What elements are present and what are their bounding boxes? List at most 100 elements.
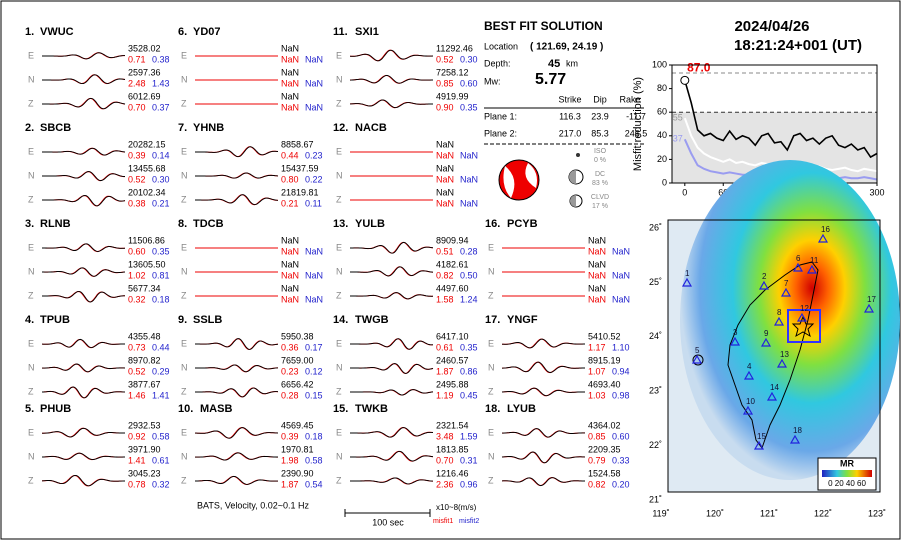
beachball-part xyxy=(503,166,515,198)
station-name: NACB xyxy=(355,122,387,134)
component: Z xyxy=(28,194,34,204)
station-name: SSLB xyxy=(193,314,222,326)
misfit1: 0.39 xyxy=(281,431,299,441)
misfit2: 0.17 xyxy=(305,342,323,352)
colorbar-title: MR xyxy=(840,458,854,468)
station-name: YULB xyxy=(355,218,385,230)
station-name: TWGB xyxy=(355,314,389,326)
component: N xyxy=(488,451,495,461)
component: N xyxy=(336,451,343,461)
plane-value: 23.9 xyxy=(591,111,609,121)
unit: km xyxy=(566,58,578,68)
amplitude: 2597.36 xyxy=(128,67,161,77)
component: E xyxy=(181,50,187,60)
misfit1: 1.46 xyxy=(128,390,146,400)
mt-name: ISO xyxy=(594,148,607,155)
misfit2: NaN xyxy=(305,102,323,112)
misfit1: NaN xyxy=(436,150,454,160)
amplitude: 8909.94 xyxy=(436,235,469,245)
misfit2: NaN xyxy=(460,174,478,184)
misfit1: NaN xyxy=(588,270,606,280)
start-marker xyxy=(680,75,690,85)
misfit2: 0.58 xyxy=(152,431,170,441)
observed xyxy=(350,241,434,254)
misfit2: 1.41 xyxy=(152,390,170,400)
amplitude: 7659.00 xyxy=(281,355,314,365)
observed xyxy=(42,52,125,60)
station-marker xyxy=(796,312,808,322)
component: Z xyxy=(336,386,342,396)
station-marker xyxy=(817,233,829,243)
misfit1: NaN xyxy=(281,246,299,256)
misfit2: NaN xyxy=(305,294,323,304)
amplitude: 3528.02 xyxy=(128,43,161,53)
start-label: 55 xyxy=(673,112,683,122)
y-tick-label: 26˚ xyxy=(649,222,662,232)
station-label: 7 xyxy=(784,279,789,288)
station-marker xyxy=(691,354,703,364)
amplitude: 8915.19 xyxy=(588,355,621,365)
station-number: 9. xyxy=(178,314,187,326)
y-tick-label: 0 xyxy=(662,177,667,187)
component: N xyxy=(28,74,35,84)
y-tick-label: 25˚ xyxy=(649,277,662,287)
amplitude: 6012.69 xyxy=(128,91,161,101)
amplitude: 1970.81 xyxy=(281,444,314,454)
observed xyxy=(195,338,279,350)
misfit2: 0.30 xyxy=(152,174,170,184)
component: N xyxy=(181,266,188,276)
scale-label: 100 sec xyxy=(372,517,404,527)
y-axis-label: Misfit reduction (%) xyxy=(632,77,644,171)
observed xyxy=(41,474,125,487)
component: Z xyxy=(336,290,342,300)
component: E xyxy=(181,338,187,348)
station-marker xyxy=(681,277,693,287)
misfit2: 0.18 xyxy=(152,294,170,304)
observed xyxy=(42,452,125,460)
y-tick-label: 20 xyxy=(657,154,667,164)
misfit2: 0.11 xyxy=(305,198,322,208)
station-name: YD07 xyxy=(193,26,221,38)
station-number: 12. xyxy=(333,122,348,134)
mt-value: 0 % xyxy=(594,157,606,164)
y-tick-label: 22˚ xyxy=(649,440,662,450)
misfit2: NaN xyxy=(612,294,630,304)
station-name: RLNB xyxy=(40,218,71,230)
observed xyxy=(501,387,585,397)
value: ( 121.69, 24.19 ) xyxy=(530,42,603,53)
misfit2: 0.21 xyxy=(152,198,170,208)
observed xyxy=(195,427,279,439)
misfit1: 1.98 xyxy=(281,455,299,465)
amplitude: 6417.10 xyxy=(436,331,469,341)
amplitude: NaN xyxy=(588,235,606,245)
misfit1: 0.51 xyxy=(436,246,454,256)
observed xyxy=(195,387,279,398)
misfit1: 0.61 xyxy=(436,342,454,352)
amplitude: NaN xyxy=(281,91,299,101)
misfit2: 0.32 xyxy=(152,479,170,489)
col-header: Dip xyxy=(593,94,607,104)
misfit2: 0.15 xyxy=(305,390,323,400)
station-number: 8. xyxy=(178,218,187,230)
component: N xyxy=(28,266,35,276)
station-name: TDCB xyxy=(193,218,224,230)
component: N xyxy=(181,74,188,84)
misfit1: 0.90 xyxy=(436,102,454,112)
misfit1: 0.52 xyxy=(128,174,146,184)
component: Z xyxy=(181,290,187,300)
mr-field xyxy=(680,160,900,480)
misfit1: 0.70 xyxy=(436,455,454,465)
amplitude: NaN xyxy=(436,139,454,149)
misfit1: 1.02 xyxy=(128,270,146,280)
x-tick-label: 60 xyxy=(718,187,728,197)
x-tick-label: 0 xyxy=(682,187,687,197)
observed xyxy=(195,146,279,158)
observed xyxy=(42,363,126,373)
plane-label: Plane 2: xyxy=(484,128,517,138)
misfit1: 0.39 xyxy=(128,150,146,160)
component: E xyxy=(28,338,34,348)
mt-name: DC xyxy=(595,171,605,178)
component: Z xyxy=(336,98,342,108)
amplitude: 1216.46 xyxy=(436,468,469,478)
